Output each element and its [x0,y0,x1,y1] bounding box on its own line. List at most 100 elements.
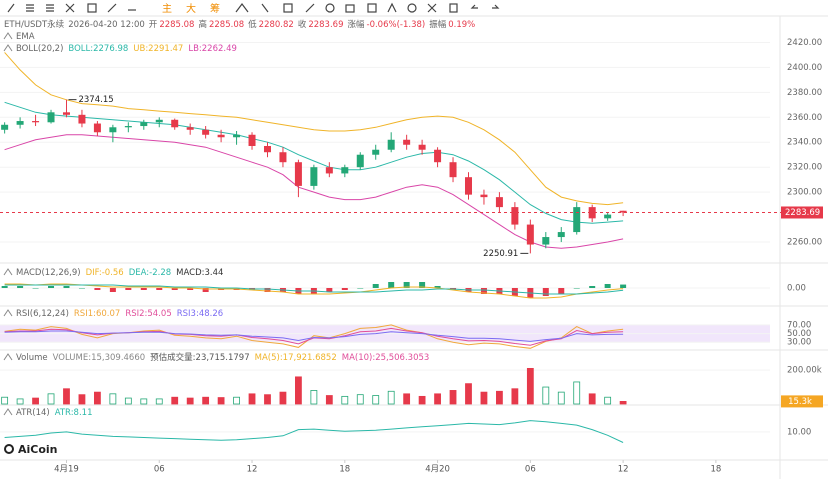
indicator-icon[interactable] [3,353,13,361]
volume-bar [109,393,117,405]
volume-bar [542,386,550,405]
volume-bar [140,398,148,405]
tool-measure[interactable] [283,3,293,13]
toolbar-label[interactable]: 筹 [210,2,220,15]
candle-body [418,144,426,150]
tool-magnet[interactable] [261,3,269,13]
tool-active[interactable] [407,3,417,13]
volume-bar [78,394,86,405]
volume-bar [295,376,302,405]
indicator-title: ATR(14) [16,408,50,418]
indicator-icon[interactable] [3,32,13,40]
macd-bar [109,288,116,292]
volume-bar [372,395,380,405]
candle-body [557,232,565,238]
x-tick-label: 06 [154,465,165,475]
logo-icon [4,444,14,454]
indicator-icon[interactable] [3,408,13,416]
tool-pin[interactable] [387,2,397,13]
legend-entry: 预估成交量:23,715.1797 [150,352,249,363]
x-tick-label: 12 [247,465,258,475]
candle-body [526,224,534,245]
y-tick-label: 2340.00 [787,138,822,148]
candle-body [32,121,40,123]
indicator-line [4,101,624,224]
volume-bar [434,393,441,405]
tool-parallel[interactable] [26,4,34,12]
volume-bar [233,396,240,405]
symbol: ETH/USDT永续 [4,19,65,30]
legend-entry: VOLUME:15,309.4660 [53,353,146,363]
volume-bar [47,393,55,405]
volume-bar [1,396,9,405]
candle-body [186,127,194,130]
y-tick-label: 50.00 [787,329,811,339]
candle-body [356,154,364,168]
legend-entry: BOLL:2276.98 [68,44,128,54]
volume-bar [573,381,581,405]
legend-entry: RSI3:48.26 [177,309,223,319]
indicator-line [4,283,624,299]
volume-bar [279,391,287,405]
volume-bar [557,391,565,405]
y-tick-label: 2420.00 [787,38,822,48]
tool-arrow[interactable] [235,3,249,13]
volume-bar [32,397,39,405]
macd-bar [372,284,379,288]
toolbar-label[interactable]: 大 [186,2,196,15]
candle-body [217,134,225,138]
indicator-icon[interactable] [3,268,13,276]
macd-bar [1,286,8,288]
candle-body [62,112,70,115]
field-value: 2285.08 [159,20,194,30]
y-tick-label: 2260.00 [787,238,822,248]
tool-delete[interactable] [449,3,458,13]
tool-cross[interactable] [65,3,75,13]
candle-body [588,207,596,219]
indicator-legend: ATR(14) ATR:8.11 [16,408,92,418]
candle-body [480,194,488,198]
tool-undo[interactable] [470,4,478,9]
toolbar-label[interactable]: 主 [162,3,172,15]
tool-hide[interactable] [427,3,437,13]
tool-pen[interactable] [107,3,117,13]
macd-bar [171,288,178,290]
candle-body [93,123,101,133]
legend-entry: DIF:-0.56 [86,268,124,278]
tool-zoom[interactable] [325,3,335,13]
tool-lock[interactable] [345,4,355,13]
macd-bar [32,288,39,289]
tool-redo[interactable] [492,4,500,9]
candle-body [233,134,241,138]
legend-entry: MA(5):17,921.6852 [255,353,337,363]
legend-entry: RSI1:60.07 [74,309,120,319]
indicator-icon[interactable] [3,44,13,52]
macd-bar [403,282,410,288]
candle-body [372,149,380,155]
indicator-line [4,324,624,349]
indicator-icon[interactable] [3,309,13,317]
tool-eye[interactable] [367,3,377,13]
logo: AiCoin [4,443,58,456]
macd-bar [17,286,24,288]
volume-bar [341,395,349,405]
tool-rect[interactable] [87,3,97,13]
indicator-legend: MACD(12,26,9) DIF:-0.56 DEA:-2.28 MACD:3.44 [16,268,223,278]
y-tick-label: 2400.00 [787,63,822,73]
legend-entry: MA(10):25,506.3053 [342,353,430,363]
tool-fib[interactable] [46,4,54,12]
macd-bar [434,286,441,288]
indicator-title: Volume [16,353,48,363]
volume-bar [16,398,24,405]
tool-line[interactable] [7,3,15,13]
field-label: 高 [198,19,207,30]
indicator-title: EMA [16,32,35,42]
y-tick-label: 30.00 [787,338,811,348]
tool-pencil[interactable] [305,3,315,13]
field-value: 0.19% [448,20,475,30]
y-tick-label: 70.00 [787,320,811,330]
candle-body [47,112,55,123]
volume-bar [526,367,534,405]
volume-bar [588,393,596,405]
field-label: 涨幅 [347,19,365,30]
